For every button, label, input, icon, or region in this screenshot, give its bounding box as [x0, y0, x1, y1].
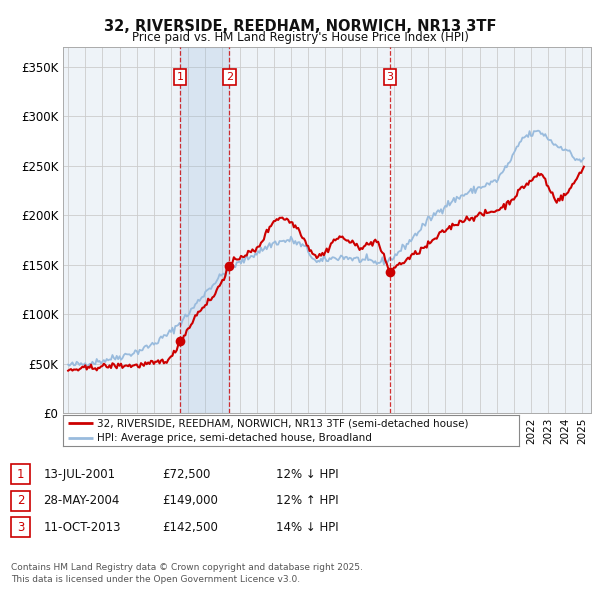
Text: £149,000: £149,000 [162, 494, 218, 507]
Text: 2: 2 [226, 72, 233, 82]
Text: £142,500: £142,500 [162, 521, 218, 534]
Text: 28-MAY-2004: 28-MAY-2004 [43, 494, 119, 507]
Text: 32, RIVERSIDE, REEDHAM, NORWICH, NR13 3TF: 32, RIVERSIDE, REEDHAM, NORWICH, NR13 3T… [104, 19, 496, 34]
Text: 12% ↑ HPI: 12% ↑ HPI [276, 494, 338, 507]
Text: 13-JUL-2001: 13-JUL-2001 [43, 468, 115, 481]
Text: 3: 3 [386, 72, 394, 82]
Text: 32, RIVERSIDE, REEDHAM, NORWICH, NR13 3TF (semi-detached house): 32, RIVERSIDE, REEDHAM, NORWICH, NR13 3T… [97, 418, 469, 428]
Text: 1: 1 [176, 72, 184, 82]
Text: £72,500: £72,500 [162, 468, 211, 481]
Text: 3: 3 [17, 521, 24, 534]
Text: 1: 1 [17, 468, 24, 481]
Bar [180, 47, 229, 413]
Text: HPI: Average price, semi-detached house, Broadland: HPI: Average price, semi-detached house,… [97, 434, 372, 443]
Text: Price paid vs. HM Land Registry's House Price Index (HPI): Price paid vs. HM Land Registry's House … [131, 31, 469, 44]
Text: 11-OCT-2013: 11-OCT-2013 [43, 521, 121, 534]
Text: 2: 2 [17, 494, 24, 507]
Text: 12% ↓ HPI: 12% ↓ HPI [276, 468, 338, 481]
Text: 14% ↓ HPI: 14% ↓ HPI [276, 521, 338, 534]
Text: Contains HM Land Registry data © Crown copyright and database right 2025.
This d: Contains HM Land Registry data © Crown c… [11, 563, 362, 584]
